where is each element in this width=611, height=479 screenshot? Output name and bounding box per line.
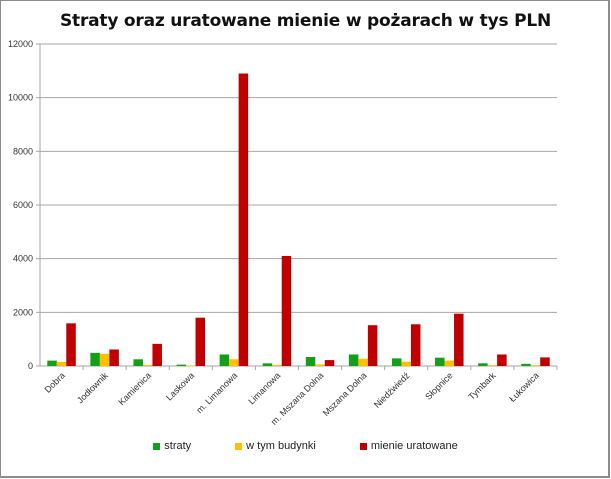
bar-w-tym-budynki [186, 365, 196, 367]
chart-title: Straty oraz uratowane mienie w pożarach … [59, 11, 552, 31]
bar-mienie-uratowane [152, 343, 162, 366]
x-category-label: Laskowa [164, 370, 196, 402]
legend-item: straty [153, 440, 191, 452]
bar-mienie-uratowane [195, 317, 206, 366]
x-category-label: Kamienica [116, 370, 153, 407]
x-category-label: Łukowica [507, 370, 541, 404]
x-category-label: Niedźwiedź [372, 370, 412, 410]
bar-mienie-uratowane [238, 73, 249, 367]
bar-w-tym-budynki [358, 358, 368, 366]
bar-w-tym-budynki [315, 364, 325, 366]
x-category-label: Dobra [43, 370, 67, 394]
bar-mienie-uratowane [324, 360, 335, 366]
bar-straty [47, 360, 57, 366]
legend-label: straty [164, 440, 192, 452]
bar-mienie-uratowane [454, 313, 464, 366]
bar-straty [478, 363, 488, 366]
y-tick-label: 2000 [13, 307, 33, 317]
legend-swatch-icon [153, 442, 161, 450]
bar-straty [176, 364, 187, 366]
legend-item: mienie uratowane [359, 440, 458, 452]
bar-straty [219, 354, 230, 366]
bar-w-tym-budynki [444, 360, 455, 366]
bar-w-tym-budynki [530, 365, 541, 366]
bar-straty [391, 358, 402, 366]
bar-w-tym-budynki [229, 359, 239, 366]
bar-straty [521, 363, 531, 366]
bar-mienie-uratowane [410, 324, 421, 366]
x-category-label: m. Limanowa [194, 370, 239, 415]
bar-straty [435, 357, 445, 366]
y-tick-label: 12000 [8, 39, 33, 49]
y-tick-label: 10000 [8, 93, 33, 103]
x-category-label: Limanowa [246, 370, 282, 406]
bar-mienie-uratowane [109, 349, 119, 366]
bar-straty [348, 354, 359, 366]
bar-straty [133, 359, 143, 366]
bar-mienie-uratowane [66, 323, 76, 366]
legend-item: w tym budynki [235, 440, 316, 452]
bar-mienie-uratowane [367, 325, 378, 366]
bar-w-tym-budynki [99, 353, 110, 366]
x-category-label: Tymbark [466, 370, 498, 402]
x-category-label: Mszana Dolna [321, 370, 369, 418]
bar-w-tym-budynki [401, 361, 411, 366]
bar-w-tym-budynki [142, 364, 153, 366]
bar-straty [262, 363, 273, 366]
bar-straty [305, 357, 316, 366]
bar-w-tym-budynki [487, 365, 498, 366]
bar-mienie-uratowane [281, 255, 292, 366]
bar-mienie-uratowane [540, 357, 550, 366]
y-tick-label: 6000 [13, 200, 33, 210]
x-category-label: Jodłownik [75, 370, 110, 405]
y-tick-label: 8000 [13, 146, 33, 156]
bar-w-tym-budynki [56, 361, 67, 366]
legend-swatch-icon [235, 442, 243, 450]
bar-mienie-uratowane [497, 354, 507, 366]
bar-straty [90, 352, 100, 366]
legend-label: w tym budynki [246, 440, 316, 452]
y-tick-label: 4000 [13, 254, 33, 264]
bar-w-tym-budynki [272, 364, 282, 366]
legend-label: mienie uratowane [370, 440, 458, 452]
chart-legend: straty w tym budynki mienie uratowane [0, 440, 611, 452]
x-category-label: Słopnice [423, 370, 454, 401]
y-tick-label: 0 [28, 361, 33, 371]
legend-swatch-icon [359, 442, 367, 450]
